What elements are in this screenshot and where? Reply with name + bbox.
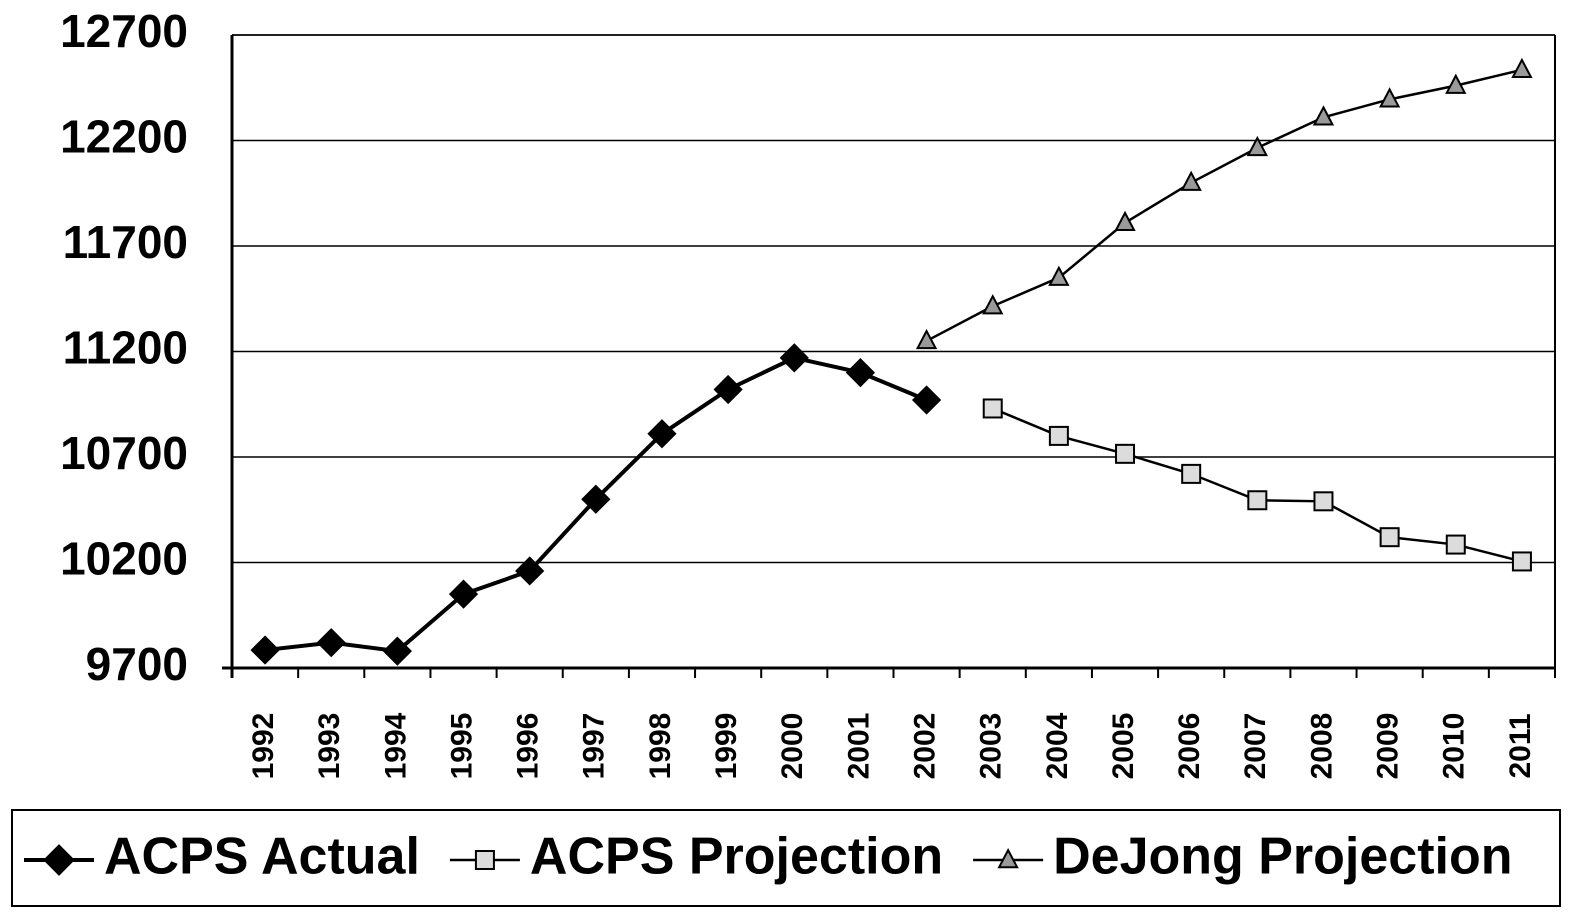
marker-square	[1247, 490, 1268, 511]
x-tick-label: 1999	[710, 713, 743, 780]
y-tick-label: 10200	[60, 533, 188, 585]
legend: ACPS Actual ACPS Projection DeJong Project…	[24, 828, 1513, 886]
marker-triangle	[982, 294, 1004, 315]
x-tick-label: 2006	[1173, 713, 1206, 780]
marker-triangle	[1246, 135, 1268, 157]
x-tick-label: 2000	[776, 713, 809, 780]
marker-diamond	[43, 844, 75, 876]
x-tick-label: 1998	[644, 713, 677, 780]
series-line	[925, 68, 1523, 343]
series-line	[992, 407, 1523, 563]
legend-label: ACPS Projection	[530, 828, 943, 886]
legend-label: ACPS Actual	[104, 828, 420, 886]
marker-square	[1048, 425, 1069, 446]
x-tick-label: 2004	[1041, 712, 1074, 779]
x-tick-label: 2001	[842, 713, 875, 780]
marker-triangle	[1511, 57, 1533, 79]
marker-diamond	[250, 635, 280, 665]
x-tick-label: 1993	[313, 713, 346, 780]
marker-diamond	[845, 357, 876, 388]
y-tick-label: 12700	[60, 5, 188, 57]
marker-square	[1181, 463, 1202, 484]
marker-square	[474, 850, 495, 870]
marker-diamond	[779, 343, 809, 373]
marker-square	[1313, 491, 1334, 512]
y-tick-label: 11700	[63, 216, 188, 268]
marker-diamond	[382, 636, 412, 666]
x-tick-label: 2011	[1504, 713, 1537, 778]
marker-diamond	[713, 374, 743, 405]
x-tick-label: 1995	[445, 713, 478, 780]
x-tick-label: 2009	[1372, 713, 1405, 780]
x-tick-label: 1992	[247, 713, 280, 780]
marker-diamond	[515, 556, 545, 586]
x-tick-label: 2007	[1239, 713, 1272, 780]
marker-triangle	[997, 847, 1019, 869]
marker-triangle	[1445, 73, 1467, 94]
marker-square	[1511, 551, 1532, 572]
legend-label: DeJong Projection	[1053, 828, 1512, 886]
marker-triangle	[1180, 170, 1202, 191]
y-tick-label: 11200	[63, 322, 188, 374]
marker-triangle	[1048, 265, 1070, 286]
marker-diamond	[647, 419, 677, 449]
x-tick-label: 1994	[379, 712, 412, 779]
marker-square	[982, 398, 1003, 419]
marker-diamond	[581, 484, 611, 514]
y-tick-label: 9700	[86, 638, 188, 690]
marker-diamond	[316, 628, 346, 658]
marker-triangle	[1114, 210, 1136, 231]
marker-square	[1115, 443, 1136, 464]
x-tick-label: 1996	[512, 713, 545, 780]
marker-square	[1379, 527, 1400, 548]
x-tick-label: 2010	[1438, 713, 1471, 780]
marker-diamond	[911, 385, 942, 415]
x-tick-label: 2005	[1107, 713, 1140, 780]
y-tick-label: 10700	[60, 427, 188, 479]
x-tick-label: 2003	[975, 713, 1008, 780]
x-tick-label: 2002	[908, 713, 941, 780]
legend-box	[11, 809, 1561, 907]
marker-diamond	[448, 579, 479, 609]
marker-square	[1445, 534, 1466, 555]
x-tick-label: 1997	[578, 713, 611, 780]
marker-triangle	[1312, 105, 1335, 126]
marker-triangle	[915, 328, 938, 350]
x-tick-label: 2008	[1305, 713, 1338, 780]
y-tick-label: 12200	[60, 111, 188, 163]
marker-triangle	[1378, 87, 1401, 108]
